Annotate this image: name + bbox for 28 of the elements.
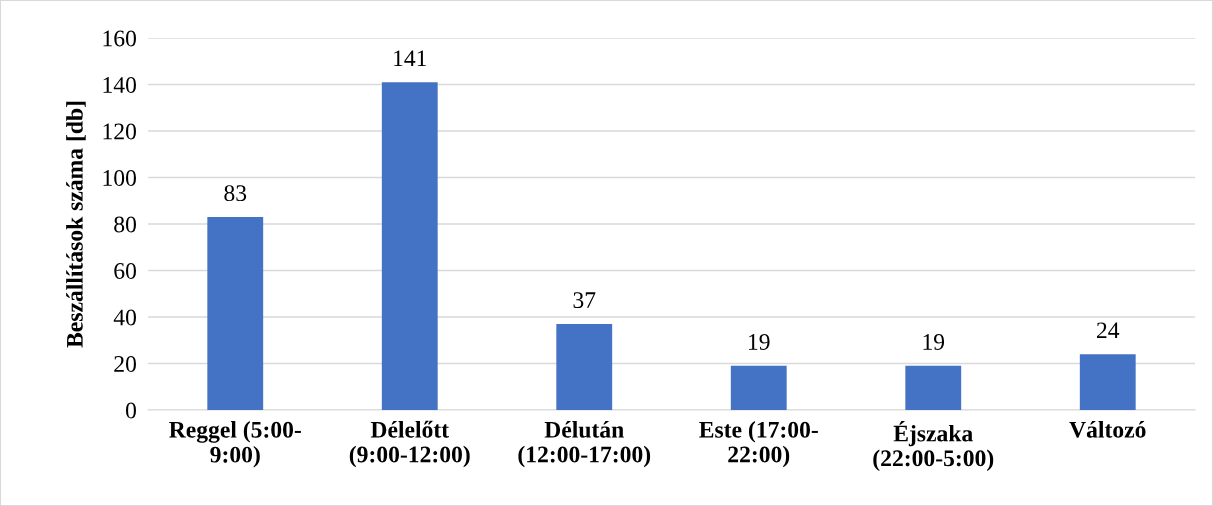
x-tick-label: Éjszaka (22:00-5:00)	[873, 421, 994, 472]
y-tick-label: 160	[103, 30, 136, 47]
y-tick-label: 60	[114, 262, 136, 279]
x-tick-label: Reggel (5:00- 9:00)	[169, 421, 301, 468]
y-axis-title: Beszállítások száma [db]	[66, 101, 86, 348]
data-label: 24	[1096, 322, 1120, 339]
x-tick-label: Délután (12:00-17:00)	[518, 421, 651, 468]
bar	[905, 365, 962, 410]
y-tick-label: 100	[103, 169, 136, 186]
bar	[556, 323, 613, 410]
y-tick-label: 140	[103, 76, 136, 93]
y-tick-label: 120	[103, 123, 136, 140]
data-label: 19	[923, 334, 945, 350]
data-label: 37	[573, 292, 596, 309]
data-label: 19	[749, 334, 770, 350]
bar	[207, 217, 264, 410]
data-label: 141	[394, 50, 427, 67]
data-label: 83	[224, 185, 247, 202]
y-tick-label: 80	[114, 216, 136, 233]
x-tick-label: Változó	[1069, 421, 1146, 438]
bar	[1079, 354, 1136, 410]
x-tick-label: Délelőtt (9:00-12:00)	[349, 420, 470, 468]
y-tick-label: 40	[113, 309, 136, 326]
bar	[730, 365, 787, 410]
x-tick-label: Este (17:00- 22:00)	[699, 421, 818, 468]
y-tick-label: 20	[114, 355, 136, 372]
y-tick-label: 0	[125, 402, 136, 419]
bar	[381, 82, 438, 410]
